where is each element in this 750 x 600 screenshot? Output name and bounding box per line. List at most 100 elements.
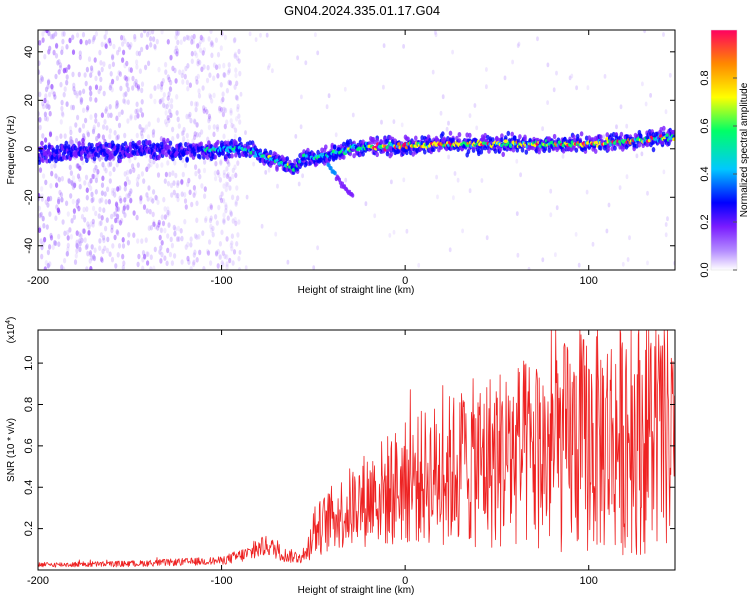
heatmap-noise-cell bbox=[114, 217, 118, 224]
heatmap-peak-cell bbox=[672, 137, 675, 141]
heatmap-noise-cell bbox=[233, 51, 238, 58]
heatmap-noise-cell bbox=[108, 251, 112, 257]
heatmap-noise-cell bbox=[113, 210, 118, 217]
heatmap-noise-cell bbox=[111, 53, 115, 60]
heatmap-noise-cell bbox=[155, 162, 159, 169]
heatmap-band-cell bbox=[285, 156, 290, 162]
heatmap-noise-cell bbox=[146, 251, 150, 258]
heatmap-noise-cell bbox=[93, 247, 97, 253]
heatmap-noise-cell bbox=[145, 192, 149, 198]
heatmap-noise-cell bbox=[94, 75, 98, 82]
heatmap-noise-cell bbox=[188, 189, 192, 196]
heatmap-noise-cell bbox=[78, 127, 82, 133]
heatmap-noise-cell bbox=[48, 45, 52, 52]
heatmap-noise-cell bbox=[229, 110, 233, 116]
heatmap-noise-cell bbox=[59, 133, 63, 139]
heatmap-noise-cell bbox=[213, 170, 217, 176]
heatmap-noise-cell bbox=[79, 99, 83, 105]
heatmap-noise-cell bbox=[103, 191, 107, 197]
heatmap-noise-cell bbox=[125, 176, 129, 182]
heatmap-noise-cell bbox=[228, 257, 232, 264]
heatmap-noise-cell bbox=[212, 124, 216, 130]
heatmap-noise-cell bbox=[50, 88, 54, 95]
heatmap-noise-cell bbox=[134, 78, 138, 85]
heatmap-noise-cell bbox=[152, 219, 156, 225]
heatmap-noise-cell bbox=[301, 173, 304, 179]
heatmap-noise-cell bbox=[151, 198, 155, 204]
heatmap-tail-cell bbox=[329, 166, 333, 171]
heatmap-noise-cell bbox=[104, 167, 108, 174]
heatmap-noise-cell bbox=[157, 219, 161, 226]
heatmap-noise-cell bbox=[570, 73, 574, 79]
heatmap-noise-cell bbox=[43, 236, 47, 243]
heatmap-noise-cell bbox=[296, 55, 299, 61]
heatmap-noise-cell bbox=[223, 123, 227, 130]
heatmap-band-cell bbox=[171, 156, 175, 162]
heatmap-noise-cell bbox=[101, 161, 105, 168]
heatmap-noise-cell bbox=[447, 120, 450, 126]
heatmap-noise-cell bbox=[207, 206, 211, 212]
heatmap-noise-cell bbox=[234, 220, 238, 227]
heatmap-noise-cell bbox=[97, 70, 101, 76]
heatmap-noise-cell bbox=[116, 206, 120, 212]
heatmap-noise-cell bbox=[156, 172, 161, 178]
heatmap-noise-cell bbox=[380, 119, 383, 125]
heatmap-noise-cell bbox=[222, 172, 226, 179]
snr-series-line bbox=[38, 330, 675, 568]
heatmap-noise-cell bbox=[149, 42, 153, 48]
heatmap-noise-cell bbox=[193, 233, 198, 239]
heatmap-noise-cell bbox=[137, 173, 141, 180]
heatmap-band-cell bbox=[375, 137, 380, 143]
heatmap-noise-cell bbox=[48, 91, 52, 98]
heatmap-noise-cell bbox=[56, 207, 61, 213]
heatmap-noise-cell bbox=[44, 137, 48, 143]
heatmap-noise-cell bbox=[220, 106, 224, 113]
heatmap-band-cell bbox=[83, 153, 88, 159]
heatmap-band-cell bbox=[457, 132, 462, 138]
heatmap-noise-cell bbox=[140, 133, 144, 140]
heatmap-noise-cell bbox=[166, 233, 170, 239]
heatmap-noise-cell bbox=[164, 171, 168, 178]
heatmap-noise-cell bbox=[503, 75, 507, 81]
heatmap-noise-cell bbox=[85, 206, 89, 212]
heatmap-noise-cell bbox=[141, 250, 146, 256]
heatmap-noise-cell bbox=[546, 100, 549, 105]
heatmap-noise-cell bbox=[124, 91, 128, 97]
heatmap-noise-cell bbox=[235, 185, 239, 191]
heatmap-noise-cell bbox=[196, 60, 200, 67]
heatmap-noise-cell bbox=[146, 134, 150, 140]
heatmap-noise-cell bbox=[214, 175, 218, 182]
heatmap-band-cell bbox=[584, 135, 589, 141]
heatmap-noise-cell bbox=[128, 44, 132, 51]
heatmap-noise-cell bbox=[171, 126, 175, 133]
heatmap-noise-cell bbox=[169, 112, 173, 118]
colorbar-label: Normalized spectral amplitude bbox=[739, 82, 750, 217]
heatmap-noise-cell bbox=[186, 241, 190, 248]
heatmap-noise-cell bbox=[316, 245, 319, 251]
heatmap-noise-cell bbox=[216, 248, 220, 255]
heatmap-tail-cell bbox=[351, 193, 355, 198]
heatmap-noise-cell bbox=[646, 260, 649, 266]
heatmap-noise-cell bbox=[646, 190, 649, 196]
heatmap-noise-cell bbox=[108, 178, 112, 184]
heatmap-noise-cell bbox=[519, 172, 522, 178]
heatmap-noise-cell bbox=[208, 92, 212, 99]
heatmap-noise-cell bbox=[223, 72, 227, 78]
heatmap-noise-cell bbox=[127, 232, 131, 238]
heatmap-noise-cell bbox=[102, 207, 106, 213]
heatmap-noise-cell bbox=[60, 197, 64, 203]
heatmap-noise-cell bbox=[123, 203, 127, 209]
heatmap-noise-cell bbox=[95, 173, 99, 180]
heatmap-noise-cell bbox=[222, 72, 226, 78]
heatmap-noise-cell bbox=[87, 38, 91, 45]
heatmap-band-cell bbox=[524, 149, 529, 155]
heatmap-noise-cell bbox=[97, 213, 101, 219]
heatmap-noise-cell bbox=[160, 30, 164, 35]
heatmap-noise-cell bbox=[86, 221, 90, 227]
y-tick-label: 0.4 bbox=[23, 480, 35, 495]
heatmap-noise-cell bbox=[193, 134, 197, 141]
heatmap-noise-cell bbox=[144, 64, 148, 71]
heatmap-band-cell bbox=[619, 131, 624, 137]
heatmap-noise-cell bbox=[173, 160, 177, 166]
heatmap-noise-cell bbox=[158, 234, 162, 241]
